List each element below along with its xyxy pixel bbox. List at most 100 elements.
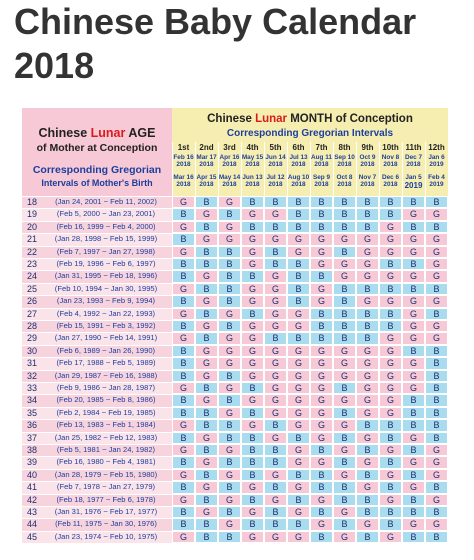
row-bg xyxy=(22,419,172,432)
gender-cell: B xyxy=(379,320,402,333)
gender-cell: G xyxy=(218,518,241,531)
gender-cell: B xyxy=(172,357,195,370)
gender-cell: B xyxy=(172,295,195,308)
gender-cell: G xyxy=(379,233,402,246)
row-bg xyxy=(22,344,172,358)
gender-cell: B xyxy=(172,270,195,283)
gender-cell: G xyxy=(379,444,402,457)
gender-cell: G xyxy=(264,369,287,382)
row-bg xyxy=(22,406,172,420)
gender-cell: G xyxy=(195,506,218,519)
gender-cell: G xyxy=(287,481,310,494)
birth-interval: (Jan 28, 1998 ~ Feb 15, 1999) xyxy=(54,234,158,244)
gender-cell: G xyxy=(287,344,310,358)
row-bg xyxy=(22,258,172,271)
gender-cell: G xyxy=(356,518,379,531)
gender-cell: B xyxy=(195,530,218,544)
month-end-year: 2018 xyxy=(337,181,352,188)
gender-cell: G xyxy=(402,456,425,469)
month-label: 6th xyxy=(292,143,305,152)
month-start: Mar 17 xyxy=(196,154,217,161)
age-header: of Mother at Conception xyxy=(36,142,158,154)
gender-cell: G xyxy=(172,444,195,457)
gender-cell: B xyxy=(287,208,310,221)
birth-interval: (Feb 7, 1997 ~ Jan 27, 1998) xyxy=(56,246,156,256)
gender-cell: G xyxy=(425,320,448,333)
month-label: 12th xyxy=(428,143,445,152)
gender-cell: G xyxy=(402,233,425,246)
birth-header: Corresponding Gregorian xyxy=(32,164,162,176)
gender-cell: G xyxy=(264,468,287,482)
gender-cell: G xyxy=(425,518,448,531)
gender-cell: G xyxy=(379,468,402,482)
gender-cell: B xyxy=(356,506,379,519)
age: 27 xyxy=(26,308,37,319)
gender-cell: B xyxy=(287,295,310,308)
gender-cell: B xyxy=(241,468,264,482)
gender-cell: G xyxy=(402,357,425,370)
month-start: Nov 8 xyxy=(381,154,400,161)
month-label: 4th xyxy=(246,143,259,152)
gender-cell: G xyxy=(356,344,379,358)
month-end: Jan 5 xyxy=(405,174,422,181)
month-label: 11th xyxy=(405,143,422,152)
gender-cell: B xyxy=(333,406,356,420)
gender-cell: B xyxy=(310,506,333,519)
gender-cell: G xyxy=(287,307,310,320)
gender-cell: G xyxy=(264,344,287,358)
month-end: Feb 4 xyxy=(428,174,445,181)
gender-cell: B xyxy=(195,307,218,320)
gender-cell: B xyxy=(241,518,264,531)
row-bg xyxy=(22,382,172,395)
gender-cell: G xyxy=(425,245,448,258)
gender-cell: B xyxy=(195,518,218,531)
gender-cell: G xyxy=(402,481,425,494)
age-header: Chinese Lunar AGE xyxy=(22,126,172,140)
month-start-year: 2018 xyxy=(383,161,398,168)
gender-cell: B xyxy=(356,220,379,234)
month-start: May 15 xyxy=(241,154,264,161)
gender-cell: G xyxy=(241,419,264,432)
gender-cell: G xyxy=(218,382,241,395)
gender-cell: B xyxy=(218,481,241,494)
text: Chinese xyxy=(207,113,256,125)
row-bg xyxy=(22,369,172,382)
month-start: Apr 16 xyxy=(219,154,240,161)
gender-cell: G xyxy=(310,431,333,444)
month-end: Aug 10 xyxy=(287,174,310,181)
gender-cell: B xyxy=(218,369,241,382)
gender-cell: B xyxy=(333,320,356,333)
gender-cell: B xyxy=(264,258,287,271)
age: 34 xyxy=(26,395,37,406)
gender-cell: G xyxy=(356,270,379,283)
gender-cell: G xyxy=(310,357,333,370)
gender-cell: B xyxy=(195,406,218,420)
gender-cell: G xyxy=(218,233,241,246)
month-start-year: 2018 xyxy=(360,161,375,168)
row-bg xyxy=(22,493,172,506)
gender-cell: B xyxy=(287,258,310,271)
gender-cell: B xyxy=(310,320,333,333)
month-end-year: 2018 xyxy=(199,181,214,188)
gender-cell: G xyxy=(287,444,310,457)
gender-cell: G xyxy=(195,344,218,358)
birth-interval: (Feb 16, 1980 ~ Feb 4, 1981) xyxy=(56,457,156,467)
age: 35 xyxy=(26,407,37,418)
gender-cell: B xyxy=(287,220,310,234)
month-start-year: 2018 xyxy=(291,161,306,168)
gender-cell: G xyxy=(264,431,287,444)
title: Chinese Baby Calendar xyxy=(14,1,417,42)
gender-cell: G xyxy=(425,270,448,283)
gender-cell: G xyxy=(356,233,379,246)
gender-cell: B xyxy=(425,344,448,358)
birth-interval: (Feb 5, 2000 ~ Jan 23, 2001) xyxy=(56,209,156,219)
gender-cell: G xyxy=(425,493,448,506)
gender-cell: B xyxy=(425,220,448,234)
month-start-year: 2018 xyxy=(222,161,237,168)
gender-cell: G xyxy=(195,208,218,221)
gender-cell: G xyxy=(287,369,310,382)
month-start: Dec 7 xyxy=(404,154,423,161)
gender-cell: B xyxy=(379,419,402,432)
gender-cell: G xyxy=(310,419,333,432)
gender-cell: G xyxy=(379,394,402,407)
